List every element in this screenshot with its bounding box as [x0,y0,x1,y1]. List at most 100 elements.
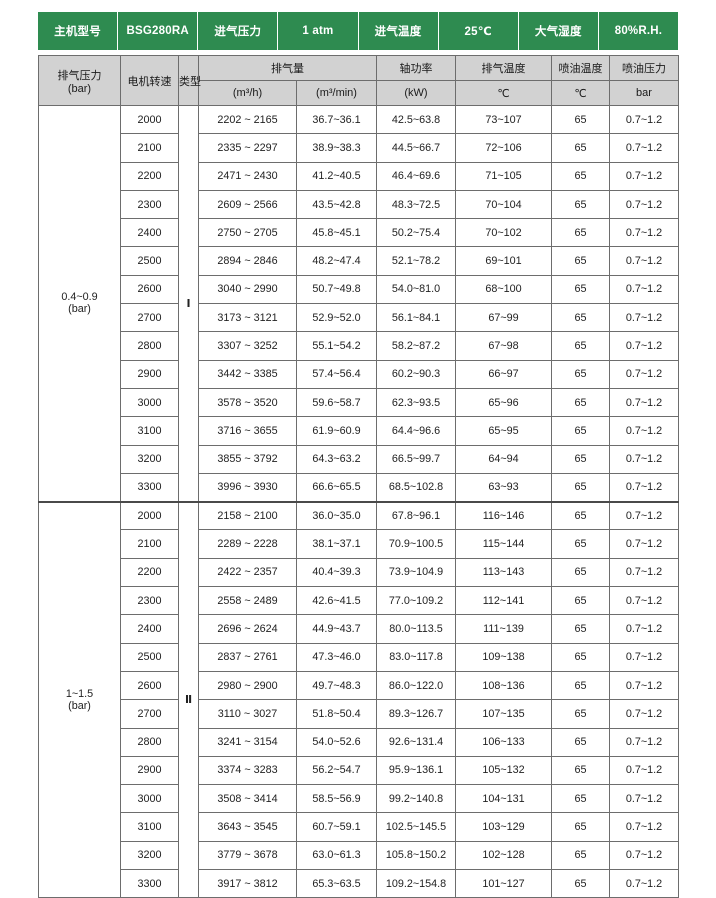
cell-discharge-temp: 105~132 [455,755,552,786]
cell-motor-speed: 3100 [120,416,179,446]
cell-air-volume-m3h: 2422 ~ 2357 [198,557,297,588]
cell-air-volume-m3h: 3241 ~ 3154 [198,727,297,757]
cell-discharge-temp: 64~94 [455,444,552,474]
cell-oil-pressure: 0.7~1.2 [609,840,679,871]
cell-shaft-power: 54.0~81.0 [376,274,456,305]
header-type: 类型 [178,55,201,106]
cell-oil-temp: 65 [551,387,610,418]
cell-discharge-temp: 70~104 [455,189,552,220]
cell-air-volume-m3min: 36.0~35.0 [296,500,377,531]
cell-oil-pressure: 0.7~1.2 [609,133,679,163]
table-row: 2600 3040 ~ 2990 50.7~49.8 54.0~81.0 68~100 6… [39,274,679,305]
table-row: 2200 2471 ~ 2430 41.2~40.5 46.4~69.6 71~105 6… [39,161,679,191]
cell-discharge-temp: 65~96 [455,387,552,418]
table-row: 2100 2335 ~ 2297 38.9~38.3 44.5~66.7 72~106 6… [39,133,679,163]
cell-oil-pressure: 0.7~1.2 [609,869,679,898]
cell-discharge-temp: 109~138 [455,642,552,672]
cell-air-volume-m3h: 2696 ~ 2624 [198,614,297,644]
header-oil-temp: 喷油温度 [551,55,610,81]
cell-oil-pressure: 0.7~1.2 [609,755,679,786]
cell-air-volume-m3min: 36.7~36.1 [296,104,377,135]
cell-oil-temp: 65 [551,472,610,503]
cell-oil-pressure: 0.7~1.2 [609,614,679,644]
header-air-volume: 排气量 [198,55,377,81]
cell-type-group: Ⅱ [178,500,199,898]
cell-motor-speed: 2900 [120,359,179,389]
table-row: 3300 3917 ~ 3812 65.3~63.5 109.2~154.8 101~1… [39,869,679,898]
table-row: 2700 3110 ~ 3027 51.8~50.4 89.3~126.7 107~13… [39,699,679,729]
cell-motor-speed: 2400 [120,218,179,248]
group-pressure-range: 0.4~0.9 [61,291,98,304]
cell-shaft-power: 52.1~78.2 [376,246,456,276]
cell-oil-pressure: 0.7~1.2 [609,444,679,474]
specification-table-container: 排气压力 (bar) 电机转速 类型 排气量 轴功率 排气温度 喷油温度 喷油压… [38,55,679,898]
header-row-primary: 排气压力 (bar) 电机转速 类型 排气量 轴功率 排气温度 喷油温度 喷油压… [38,55,679,106]
cell-motor-speed: 2700 [120,303,179,333]
cell-air-volume-m3min: 47.3~46.0 [296,642,377,672]
cell-oil-temp: 65 [551,500,610,531]
group-pressure-unit: (bar) [68,303,91,316]
cell-oil-pressure: 0.7~1.2 [609,246,679,276]
cell-motor-speed: 3000 [120,387,179,418]
cell-discharge-temp: 72~106 [455,133,552,163]
cell-oil-temp: 65 [551,444,610,474]
header-discharge-temp: 排气温度 [455,55,552,81]
cell-discharge-temp: 115~144 [455,529,552,559]
cell-air-volume-m3h: 2750 ~ 2705 [198,218,297,248]
cell-air-volume-m3min: 66.6~65.5 [296,472,377,503]
header-unit-oil-pressure: bar [609,80,679,106]
cell-oil-temp: 65 [551,218,610,248]
cell-air-volume-m3h: 3307 ~ 3252 [198,331,297,361]
header-unit-m3min: (m³/min) [296,80,377,106]
cell-air-volume-m3min: 41.2~40.5 [296,161,377,191]
cell-air-volume-m3min: 63.0~61.3 [296,840,377,871]
table-row: 2100 2289 ~ 2228 38.1~37.1 70.9~100.5 115~14… [39,529,679,559]
cell-oil-temp: 65 [551,869,610,898]
cell-discharge-temp: 107~135 [455,699,552,729]
cell-air-volume-m3min: 56.2~54.7 [296,755,377,786]
cell-air-volume-m3min: 43.5~42.8 [296,189,377,220]
cell-oil-pressure: 0.7~1.2 [609,812,679,842]
cell-shaft-power: 62.3~93.5 [376,387,456,418]
cell-discharge-pressure-group: 1~1.5 (bar) [38,500,121,898]
cell-oil-temp: 65 [551,189,610,220]
cell-discharge-temp: 69~101 [455,246,552,276]
cell-oil-pressure: 0.7~1.2 [609,784,679,814]
cell-air-volume-m3min: 48.2~47.4 [296,246,377,276]
cell-air-volume-m3min: 49.7~48.3 [296,670,377,701]
cell-discharge-temp: 68~100 [455,274,552,305]
cell-motor-speed: 3200 [120,444,179,474]
cell-air-volume-m3h: 3996 ~ 3930 [198,472,297,503]
cell-discharge-temp: 104~131 [455,784,552,814]
cell-motor-speed: 2500 [120,642,179,672]
condition-cell-model-label: 主机型号 [38,12,119,50]
cell-shaft-power: 42.5~63.8 [376,104,456,135]
cell-oil-pressure: 0.7~1.2 [609,586,679,616]
cell-discharge-temp: 103~129 [455,812,552,842]
cell-air-volume-m3h: 2335 ~ 2297 [198,133,297,163]
cell-discharge-temp: 70~102 [455,218,552,248]
cell-air-volume-m3min: 58.5~56.9 [296,784,377,814]
group-pressure-unit: (bar) [68,699,91,712]
cell-oil-temp: 65 [551,529,610,559]
header-unit-discharge-temp: ℃ [455,80,552,106]
cell-motor-speed: 2300 [120,189,179,220]
cell-shaft-power: 109.2~154.8 [376,869,456,898]
cell-air-volume-m3h: 2980 ~ 2900 [198,670,297,701]
cell-motor-speed: 2200 [120,557,179,588]
cell-air-volume-m3min: 59.6~58.7 [296,387,377,418]
cell-discharge-temp: 63~93 [455,472,552,503]
table-row: 2500 2837 ~ 2761 47.3~46.0 83.0~117.8 109~13… [39,642,679,672]
header-discharge-pressure-unit: (bar) [67,82,92,95]
cell-motor-speed: 2000 [120,104,179,135]
table-row: 3100 3643 ~ 3545 60.7~59.1 102.5~145.5 103~1… [39,812,679,842]
cell-air-volume-m3min: 45.8~45.1 [296,218,377,248]
cell-discharge-temp: 67~99 [455,303,552,333]
cell-air-volume-m3min: 61.9~60.9 [296,416,377,446]
table-head: 排气压力 (bar) 电机转速 类型 排气量 轴功率 排气温度 喷油温度 喷油压… [38,55,679,106]
table-row: 2500 2894 ~ 2846 48.2~47.4 52.1~78.2 69~101 6… [39,246,679,276]
cell-air-volume-m3min: 54.0~52.6 [296,727,377,757]
cell-shaft-power: 64.4~96.6 [376,416,456,446]
cell-air-volume-m3h: 3578 ~ 3520 [198,387,297,418]
table-row: 3100 3716 ~ 3655 61.9~60.9 64.4~96.6 65~95 65… [39,416,679,446]
